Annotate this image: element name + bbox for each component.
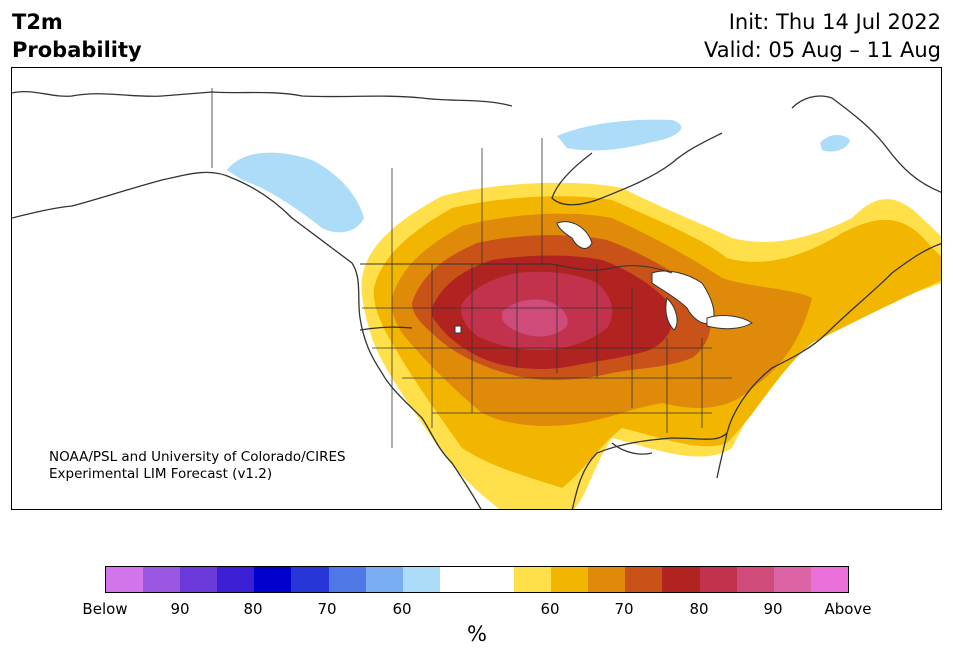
colorbar-segment [810,567,848,592]
colorbar-tick-label: 60 [540,600,560,618]
forecast-dates: Init: Thu 14 Jul 2022 Valid: 05 Aug – 11… [704,8,941,64]
colorbar-segment [365,567,403,592]
band-90 [502,299,568,337]
colorbar-tick-label: 70 [614,600,634,618]
colorbar-segment [106,567,144,592]
probability-map [11,67,942,510]
lakes [454,221,753,334]
colorbar-segment [217,567,255,592]
init-date: Init: Thu 14 Jul 2022 [728,10,941,34]
colorbar-unit: % [467,622,487,646]
colorbar-legend [105,566,849,593]
colorbar-segment [736,567,774,592]
colorbar-segment [773,567,811,592]
colorbar-segment [143,567,181,592]
colorbar-segment [402,567,440,592]
cool-band-pacific [227,152,364,233]
title-line-2: Probability [12,38,142,62]
title-line-1: T2m [12,10,63,34]
credit-line-1: NOAA/PSL and University of Colorado/CIRE… [49,449,346,465]
colorbar-tick-label: 90 [763,600,783,618]
colorbar-segment [625,567,663,592]
colorbar-tick-label: Above [824,600,872,618]
credit-line-2: Experimental LIM Forecast (v1.2) [49,466,273,482]
colorbar-tick-label: Below [82,600,128,618]
colorbar-segment [328,567,366,592]
geographic-outlines [12,88,941,509]
colorbar-segment [514,567,552,592]
colorbar-segment [254,567,292,592]
colorbar-segment [588,567,626,592]
colorbar-tick-label: 70 [317,600,337,618]
probability-shading [227,119,941,509]
colorbar-segment [662,567,700,592]
colorbar-segment [551,567,589,592]
valid-dates: Valid: 05 Aug – 11 Aug [703,38,941,62]
colorbar-segment [699,567,737,592]
colorbar-segment [291,567,329,592]
colorbar-tick-label: 80 [243,600,263,618]
colorbar-segment [439,567,477,592]
colorbar-tick-label: 80 [689,600,709,618]
colorbar-segment [180,567,218,592]
colorbar-tick-label: 90 [170,600,190,618]
colorbar-tick-label: 60 [392,600,412,618]
cool-band-east [820,134,850,152]
map-canvas [12,88,941,509]
colorbar-segment [476,567,515,592]
chart-title: T2m Probability [12,8,142,64]
data-credit: NOAA/PSL and University of Colorado/CIRE… [49,449,346,483]
cool-band-hudson [557,119,682,151]
